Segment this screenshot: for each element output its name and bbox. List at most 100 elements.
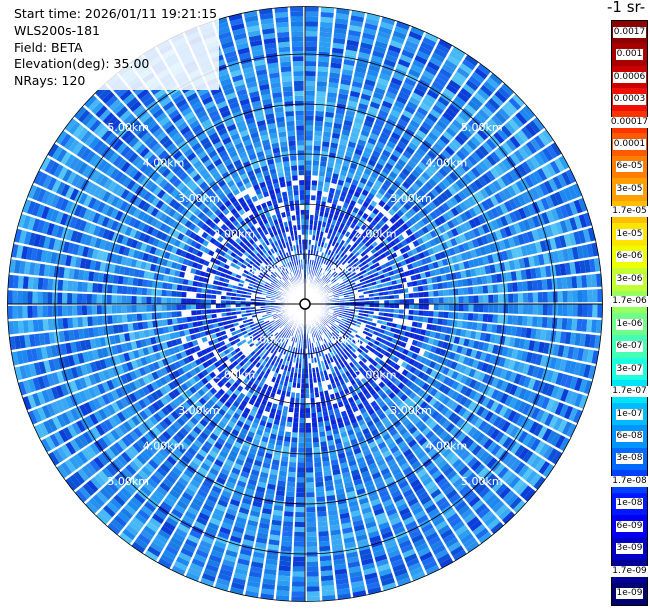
range-gate-cell <box>418 297 424 304</box>
range-gate-cell <box>486 154 497 166</box>
range-gate-cell <box>278 470 288 477</box>
range-gate-cell <box>362 83 375 92</box>
range-gate-cell <box>284 506 295 512</box>
range-gate-cell <box>325 271 330 277</box>
range-gate-cell <box>300 393 305 399</box>
range-gate-cell <box>315 96 326 102</box>
range-gate-cell <box>322 136 331 143</box>
range-gate-cell <box>310 185 317 191</box>
range-gate-cell <box>465 79 479 91</box>
range-gate-cell <box>319 160 327 167</box>
range-gate-cell <box>463 295 469 304</box>
range-gate-cell <box>378 26 393 35</box>
range-gate-cell <box>358 46 372 55</box>
range-gate-cell <box>315 100 325 107</box>
range-gate-cell <box>493 147 505 160</box>
range-gate-cell <box>421 121 433 131</box>
range-gate-cell <box>368 132 379 141</box>
range-gate-cell <box>423 153 434 164</box>
range-gate-cell <box>503 304 509 314</box>
range-gate-cell <box>305 115 314 121</box>
range-gate-cell <box>392 179 401 188</box>
range-gate-cell <box>289 456 297 463</box>
range-gate-cell <box>313 447 321 453</box>
range-gate-cell <box>359 42 373 50</box>
range-gate-cell <box>433 304 439 311</box>
range-gate-cell <box>477 285 484 294</box>
range-gate-cell <box>500 82 515 96</box>
range-gate-cell <box>279 555 292 562</box>
range-gate-cell <box>320 151 329 157</box>
range-gate-cell <box>567 304 573 317</box>
range-gate-cell <box>438 311 444 318</box>
range-gate-cell <box>342 160 351 167</box>
range-gate-cell <box>416 106 429 117</box>
range-gate-cell <box>388 81 401 91</box>
range-gate-cell <box>419 41 434 52</box>
range-gate-cell <box>494 111 507 124</box>
range-gate-cell <box>414 110 426 121</box>
range-gate-cell <box>306 536 318 542</box>
range-gate-cell <box>321 263 326 269</box>
range-gate-cell <box>430 187 440 198</box>
range-gate-cell <box>305 244 308 250</box>
range-gate-cell <box>380 16 396 26</box>
range-gate-cell <box>315 91 326 97</box>
range-gate-cell <box>404 176 414 186</box>
range-gate-cell <box>415 83 428 93</box>
range-gate-cell <box>406 100 418 111</box>
range-gate-cell <box>476 128 489 141</box>
range-gate-cell <box>391 166 401 176</box>
range-gate-cell <box>457 287 464 295</box>
range-gate-cell <box>363 168 372 176</box>
range-gate-cell <box>331 173 339 180</box>
range-gate-cell <box>361 172 370 180</box>
range-gate-cell <box>432 142 444 153</box>
range-gate-cell <box>325 166 334 173</box>
range-gate-cell <box>316 71 328 78</box>
range-gate-cell <box>343 181 351 188</box>
range-gate-cell <box>432 317 439 325</box>
range-gate-cell <box>329 262 334 268</box>
range-gate-cell <box>400 49 415 59</box>
range-gate-cell <box>360 37 374 45</box>
range-gate-cell <box>498 304 504 314</box>
range-gate-cell <box>314 110 325 117</box>
range-gate-cell <box>351 235 358 243</box>
range-gate-cell <box>452 167 463 179</box>
range-gate-cell <box>305 85 316 92</box>
range-gate-cell <box>517 281 523 292</box>
range-gate-cell <box>305 110 314 116</box>
range-gate-cell <box>442 87 456 99</box>
range-gate-cell <box>321 141 330 148</box>
range-gate-cell <box>456 66 470 79</box>
range-gate-cell <box>294 521 305 528</box>
range-gate-cell <box>424 93 437 104</box>
range-gate-cell <box>306 566 320 572</box>
range-gate-cell <box>333 265 338 271</box>
range-gate-cell <box>315 105 325 112</box>
range-gate-cell <box>478 294 484 303</box>
range-gate-cell <box>582 304 588 318</box>
range-gate-cell <box>306 576 320 582</box>
range-gate-cell <box>443 59 458 71</box>
range-gate-cell <box>320 575 335 582</box>
range-gate-cell <box>328 274 333 280</box>
range-gate-cell <box>393 100 406 109</box>
range-gate-cell <box>346 39 360 47</box>
range-gate-cell <box>326 273 332 279</box>
range-gate-cell <box>505 138 517 152</box>
range-gate-cell <box>474 163 485 175</box>
range-gate-cell <box>319 21 333 28</box>
range-gate-cell <box>305 254 308 260</box>
range-gate-cell <box>415 147 426 157</box>
range-gate-cell <box>337 255 343 262</box>
range-gate-cell <box>309 219 314 226</box>
range-gate-cell <box>305 442 313 448</box>
range-gate-cell <box>395 175 405 184</box>
range-gate-cell <box>390 131 401 141</box>
range-gate-cell <box>431 160 441 170</box>
range-gate-cell <box>461 58 476 71</box>
range-gate-cell <box>438 289 444 297</box>
range-gate-cell <box>328 239 333 245</box>
